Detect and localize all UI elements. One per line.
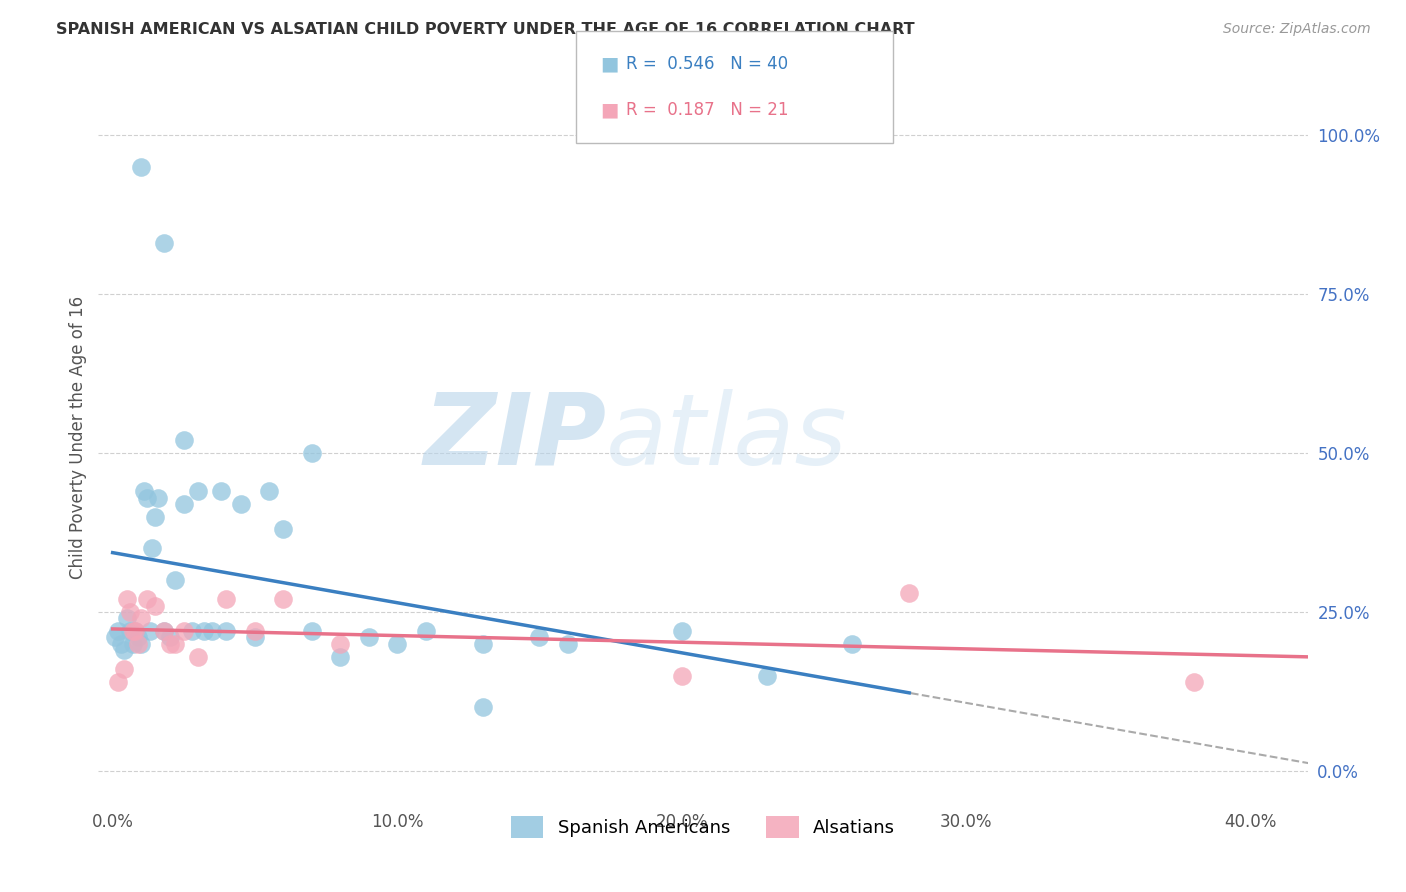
- Point: [110, 637, 132, 651]
- Point: [357, 631, 380, 645]
- Point: [107, 675, 129, 690]
- Point: [143, 509, 166, 524]
- Point: [153, 236, 176, 251]
- Point: [215, 592, 238, 607]
- Point: [124, 624, 146, 638]
- Point: [201, 624, 224, 638]
- Point: [415, 624, 437, 638]
- Point: [229, 497, 252, 511]
- Point: [756, 668, 779, 682]
- Point: [215, 624, 238, 638]
- Text: atlas: atlas: [606, 389, 848, 485]
- Point: [104, 631, 127, 645]
- Point: [898, 586, 921, 600]
- Point: [121, 624, 143, 638]
- Point: [118, 605, 141, 619]
- Point: [127, 637, 149, 651]
- Point: [132, 484, 155, 499]
- Point: [273, 592, 295, 607]
- Point: [138, 624, 160, 638]
- Point: [243, 624, 266, 638]
- Point: [385, 637, 408, 651]
- Point: [273, 522, 295, 536]
- Point: [841, 637, 863, 651]
- Point: [209, 484, 232, 499]
- Point: [193, 624, 215, 638]
- Point: [529, 631, 551, 645]
- Point: [159, 637, 181, 651]
- Legend: Spanish Americans, Alsatians: Spanish Americans, Alsatians: [503, 808, 903, 845]
- Point: [112, 662, 135, 676]
- Point: [129, 611, 152, 625]
- Point: [118, 624, 141, 638]
- Text: R =  0.546   N = 40: R = 0.546 N = 40: [626, 55, 787, 73]
- Point: [127, 631, 149, 645]
- Point: [153, 624, 176, 638]
- Point: [112, 643, 135, 657]
- Point: [107, 624, 129, 638]
- Point: [121, 637, 143, 651]
- Point: [165, 573, 187, 587]
- Point: [173, 497, 195, 511]
- Point: [159, 631, 181, 645]
- Point: [671, 668, 693, 682]
- Point: [181, 624, 204, 638]
- Point: [329, 637, 352, 651]
- Point: [243, 631, 266, 645]
- Point: [135, 592, 157, 607]
- Text: R =  0.187   N = 21: R = 0.187 N = 21: [626, 101, 789, 119]
- Point: [1182, 675, 1205, 690]
- Point: [165, 637, 187, 651]
- Point: [671, 624, 693, 638]
- Point: [173, 434, 195, 448]
- Point: [115, 611, 138, 625]
- Y-axis label: Child Poverty Under the Age of 16: Child Poverty Under the Age of 16: [69, 295, 87, 579]
- Point: [153, 624, 176, 638]
- Text: SPANISH AMERICAN VS ALSATIAN CHILD POVERTY UNDER THE AGE OF 16 CORRELATION CHART: SPANISH AMERICAN VS ALSATIAN CHILD POVER…: [56, 22, 915, 37]
- Point: [129, 160, 152, 174]
- Point: [135, 491, 157, 505]
- Point: [115, 592, 138, 607]
- Point: [471, 700, 494, 714]
- Text: ZIP: ZIP: [423, 389, 606, 485]
- Point: [141, 541, 163, 556]
- Point: [329, 649, 352, 664]
- Point: [257, 484, 280, 499]
- Point: [301, 446, 323, 460]
- Text: ■: ■: [600, 100, 619, 119]
- Point: [129, 637, 152, 651]
- Point: [187, 649, 209, 664]
- Point: [301, 624, 323, 638]
- Point: [146, 491, 169, 505]
- Point: [187, 484, 209, 499]
- Point: [471, 637, 494, 651]
- Point: [143, 599, 166, 613]
- Text: ■: ■: [600, 55, 619, 74]
- Point: [173, 624, 195, 638]
- Text: Source: ZipAtlas.com: Source: ZipAtlas.com: [1223, 22, 1371, 37]
- Point: [124, 624, 146, 638]
- Point: [557, 637, 579, 651]
